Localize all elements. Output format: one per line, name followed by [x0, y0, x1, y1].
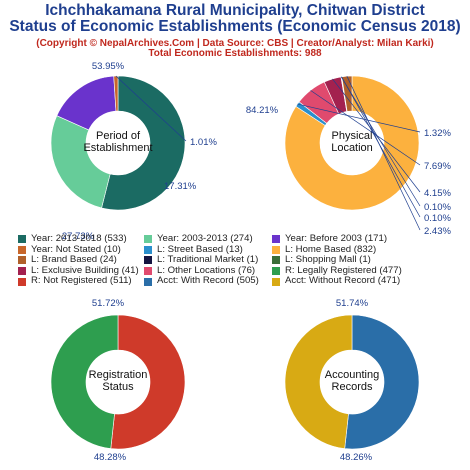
legend-item: L: Street Based (13)	[144, 243, 272, 256]
legend-label: L: Other Locations (76)	[157, 264, 256, 276]
slice-value-label: 0.10%	[424, 202, 451, 213]
legend-item: Year: Not Stated (10)	[18, 243, 144, 256]
slice-value-label: 48.26%	[340, 452, 373, 463]
legend-label: L: Brand Based (24)	[31, 254, 117, 266]
legend-swatch	[272, 256, 280, 265]
legend-label: R: Not Registered (511)	[31, 275, 132, 287]
legend: Year: 2013-2018 (533) Year: 2003-2013 (27…	[18, 233, 468, 287]
legend-label: Acct: Without Record (471)	[285, 275, 401, 287]
slice-value-label: 48.28%	[94, 452, 127, 463]
legend-item: L: Shopping Mall (1)	[272, 255, 452, 266]
legend-swatch	[144, 235, 152, 244]
donut-center-label: Physical	[332, 130, 373, 142]
leader-line	[332, 78, 421, 193]
slice-value-label: 53.95%	[92, 61, 125, 72]
legend-swatch	[144, 277, 152, 286]
slice-value-label: 51.74%	[336, 298, 369, 309]
legend-label: L: Exclusive Building (41)	[31, 264, 139, 276]
legend-item: Acct: With Record (505)	[144, 276, 272, 287]
chart-title-line-1: Ichchhakamana Rural Municipality, Chitwa…	[45, 2, 425, 19]
legend-swatch	[272, 235, 280, 244]
slice-value-label: 4.15%	[424, 188, 451, 199]
donut-hole	[86, 350, 150, 414]
legend-swatch	[272, 267, 280, 276]
legend-label: L: Street Based (13)	[157, 243, 243, 255]
slice-value-label: 2.43%	[424, 226, 451, 237]
legend-swatch	[144, 256, 152, 265]
legend-label: L: Home Based (832)	[285, 243, 377, 255]
donut-hole	[320, 350, 384, 414]
legend-item: Year: 2003-2013 (274)	[144, 233, 272, 245]
legend-item: L: Brand Based (24)	[18, 255, 144, 266]
legend-swatch	[18, 277, 26, 286]
legend-swatch	[272, 277, 280, 286]
legend-label: Year: 2013-2018 (533)	[31, 233, 127, 244]
donut-center-label: Location	[331, 142, 373, 154]
legend-item: L: Exclusive Building (41)	[18, 264, 144, 277]
leader-line	[310, 90, 421, 166]
donut-center-label: Status	[102, 381, 134, 393]
donut-hole	[86, 111, 150, 175]
legend-label: Acct: With Record (505)	[157, 275, 259, 287]
slice-value-label: 84.21%	[246, 105, 279, 116]
legend-swatch	[18, 267, 26, 276]
legend-label: Year: Before 2003 (171)	[285, 233, 388, 244]
donut-center-label: Records	[332, 381, 373, 393]
donut-center-label: Accounting	[325, 369, 379, 381]
slice-value-label: 0.10%	[424, 213, 451, 224]
slice-value-label: 17.31%	[164, 181, 197, 192]
legend-swatch	[18, 235, 26, 244]
donut-center-label: Period of	[96, 130, 141, 142]
total-establishments: Total Economic Establishments: 988	[148, 48, 322, 59]
legend-label: R: Legally Registered (477)	[285, 264, 402, 276]
legend-item: L: Other Locations (76)	[144, 264, 272, 277]
legend-item: Year: 2013-2018 (533)	[18, 233, 144, 245]
slice-value-label: 27.73%	[62, 231, 95, 242]
donut-center-label: Establishment	[83, 142, 152, 154]
legend-item: Year: Before 2003 (171)	[272, 233, 452, 245]
slice-value-label: 51.72%	[92, 298, 125, 309]
legend-swatch	[18, 245, 26, 254]
slice-value-label: 7.69%	[424, 161, 451, 172]
donut-hole	[320, 111, 384, 175]
legend-label: Year: 2003-2013 (274)	[157, 233, 253, 244]
legend-item: L: Home Based (832)	[272, 243, 452, 256]
legend-label: L: Shopping Mall (1)	[285, 254, 371, 266]
credit-line: (Copyright © NepalArchives.Com | Data So…	[36, 38, 434, 49]
donut-slice	[50, 115, 111, 209]
legend-item: L: Traditional Market (1)	[144, 255, 272, 266]
legend-label: L: Traditional Market (1)	[157, 254, 259, 266]
legend-item: Acct: Without Record (471)	[272, 276, 452, 287]
legend-swatch	[18, 256, 26, 265]
legend-item: R: Not Registered (511)	[18, 276, 144, 287]
leader-line	[340, 76, 421, 207]
donut-center-label: Registration	[89, 369, 148, 381]
legend-swatch	[272, 245, 280, 254]
leader-line	[346, 76, 421, 231]
chart-title-line-2: Status of Economic Establishments (Econo…	[9, 18, 461, 35]
leader-line	[297, 103, 421, 133]
legend-item: R: Legally Registered (477)	[272, 264, 452, 277]
slice-value-label: 1.01%	[190, 137, 217, 148]
legend-label: Year: Not Stated (10)	[31, 243, 121, 255]
slice-value-label: 1.32%	[424, 128, 451, 139]
leader-line	[115, 75, 187, 142]
legend-swatch	[144, 245, 152, 254]
legend-swatch	[144, 267, 152, 276]
